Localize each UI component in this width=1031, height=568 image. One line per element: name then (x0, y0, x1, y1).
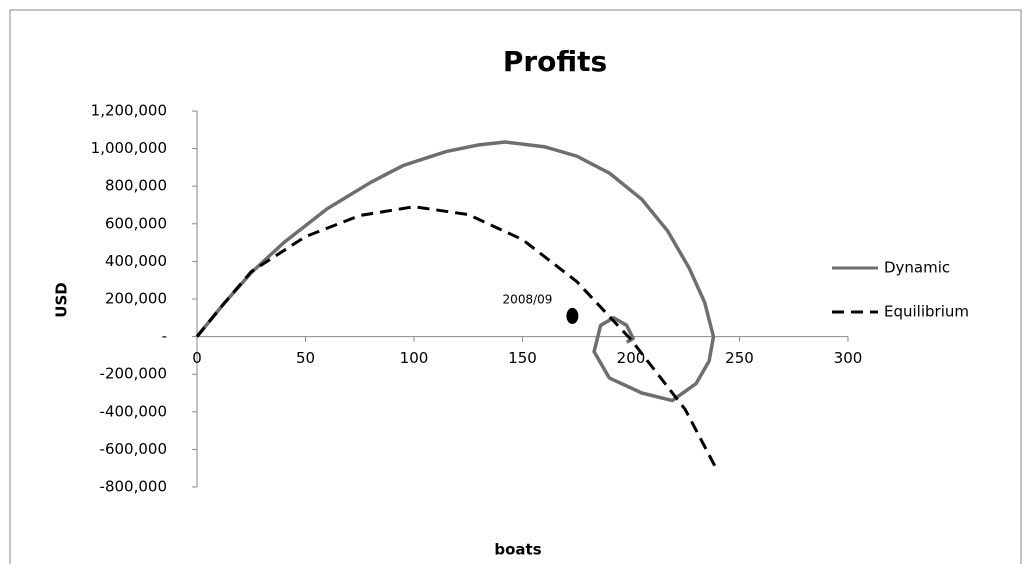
x-tick-label: 150 (508, 349, 537, 367)
legend-label: Equilibrium (884, 303, 969, 321)
y-tick-label: 1,200,000 (91, 102, 167, 120)
y-tick-label: 800,000 (105, 177, 167, 195)
x-tick-label: 200 (617, 349, 646, 367)
chart-border (9, 9, 1022, 568)
x-axis-label: boats (494, 541, 541, 559)
y-axis-label: USD (53, 282, 71, 317)
y-tick-label: 200,000 (105, 290, 167, 308)
y-tick-label: 600,000 (105, 214, 167, 232)
y-tick-label: -400,000 (100, 402, 167, 420)
x-tick-label: 50 (296, 349, 315, 367)
annotation-label: 2008/09 (503, 292, 553, 306)
legend-label: Dynamic (884, 259, 950, 277)
x-tick-label: 300 (834, 349, 863, 367)
y-tick-label: 400,000 (105, 252, 167, 270)
x-tick-label: 250 (725, 349, 754, 367)
annotation-point (566, 307, 579, 324)
series-line (195, 205, 720, 473)
chart-title: Profits (503, 45, 607, 78)
y-tick-label: 1,000,000 (91, 139, 167, 157)
y-tick-label: -800,000 (100, 478, 167, 496)
y-tick-label: - (162, 327, 167, 345)
y-tick-label: -200,000 (100, 365, 167, 383)
x-tick-label: 100 (400, 349, 429, 367)
x-tick-label: 0 (192, 349, 202, 367)
y-tick-label: -600,000 (100, 440, 167, 458)
series-line (195, 140, 716, 403)
